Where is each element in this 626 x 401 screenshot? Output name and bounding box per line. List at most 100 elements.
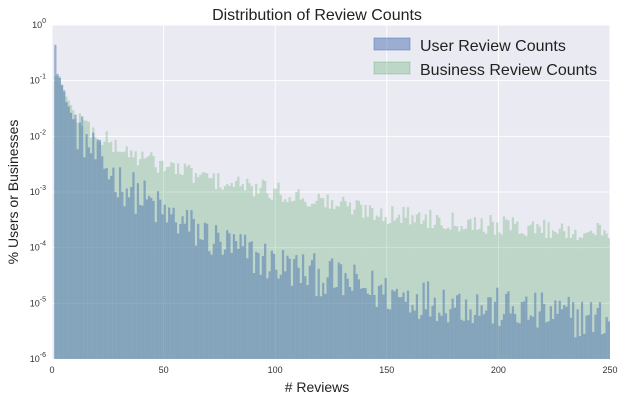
bar	[277, 278, 280, 359]
bar	[322, 198, 325, 359]
bar	[522, 301, 526, 359]
bar	[576, 309, 579, 359]
bar	[183, 223, 186, 359]
bar	[139, 204, 142, 359]
bar	[107, 179, 111, 359]
bar	[531, 316, 535, 359]
bar	[592, 331, 595, 359]
bar	[574, 229, 577, 359]
legend-label-business: Business Review Counts	[420, 62, 597, 79]
x-tick-label: 100	[268, 365, 283, 375]
bar	[509, 313, 512, 359]
bar	[239, 234, 242, 359]
y-tick-label: 100	[32, 18, 46, 30]
bar	[355, 273, 358, 359]
bar	[453, 225, 456, 359]
bar	[498, 232, 501, 359]
bar	[375, 306, 378, 359]
bar	[243, 234, 247, 359]
y-tick-label: 10-2	[30, 129, 46, 141]
bar	[583, 334, 586, 359]
bar	[560, 223, 564, 359]
x-tick-labels: 0 50 100 150 200 250	[49, 365, 617, 375]
bar	[522, 234, 526, 359]
bar	[344, 272, 347, 359]
bar	[371, 270, 374, 359]
bar	[493, 301, 497, 359]
chart-title: Distribution of Review Counts	[212, 7, 422, 24]
bar	[176, 233, 180, 359]
bar	[507, 291, 510, 359]
bar	[404, 301, 407, 359]
bar	[440, 225, 443, 359]
bar	[449, 309, 452, 359]
bar	[248, 242, 251, 359]
bar	[444, 229, 448, 359]
bar	[431, 228, 434, 359]
bars-group	[54, 44, 610, 360]
bar	[442, 289, 445, 359]
bar	[545, 322, 548, 359]
bar	[391, 289, 394, 359]
bar	[462, 229, 465, 359]
bar	[551, 230, 555, 359]
bar	[574, 337, 577, 359]
bar	[551, 319, 555, 359]
bar	[500, 319, 503, 359]
bar	[284, 271, 287, 359]
bar	[529, 315, 532, 359]
bar	[141, 205, 144, 359]
bar	[165, 222, 169, 359]
bar	[605, 233, 608, 359]
bar	[502, 314, 506, 359]
bar	[54, 44, 57, 360]
bar	[252, 273, 256, 359]
bar	[208, 251, 211, 359]
bar	[598, 302, 602, 359]
bar	[402, 292, 405, 359]
bar	[377, 285, 381, 359]
bar	[348, 287, 352, 359]
bar	[435, 321, 439, 359]
bar	[585, 315, 588, 359]
bar	[295, 255, 298, 359]
bar	[342, 196, 345, 359]
bar	[580, 301, 584, 359]
bar	[480, 218, 483, 359]
bar	[409, 224, 412, 359]
bar	[393, 291, 396, 359]
bar	[255, 251, 258, 359]
bar	[531, 221, 535, 359]
bar	[346, 278, 349, 359]
bar	[435, 215, 439, 359]
bar	[306, 206, 309, 359]
bar	[380, 284, 383, 359]
bar	[438, 217, 441, 359]
y-tick-label: 10-3	[30, 185, 46, 197]
bar	[547, 222, 550, 359]
bar	[246, 258, 249, 359]
bar	[520, 233, 523, 359]
x-tick-label: 0	[49, 365, 54, 375]
bar	[353, 264, 356, 359]
bar	[605, 317, 608, 359]
bar	[219, 241, 222, 359]
bar	[473, 315, 477, 359]
bar	[589, 230, 593, 359]
bar	[411, 215, 414, 359]
bar	[556, 313, 559, 359]
bar	[368, 205, 372, 359]
bar	[462, 320, 465, 359]
bar	[433, 224, 436, 359]
bar	[226, 230, 229, 359]
y-tick-labels: 100 10-1 10-2 10-3 10-4 10-5 10-6	[30, 18, 46, 364]
bar	[406, 207, 410, 359]
bar	[601, 334, 604, 359]
legend-swatch-user	[373, 37, 411, 51]
bar	[266, 278, 269, 359]
bar	[257, 252, 260, 359]
bar	[58, 77, 61, 359]
bar	[281, 250, 285, 359]
bar	[241, 246, 244, 359]
bar	[194, 245, 198, 359]
